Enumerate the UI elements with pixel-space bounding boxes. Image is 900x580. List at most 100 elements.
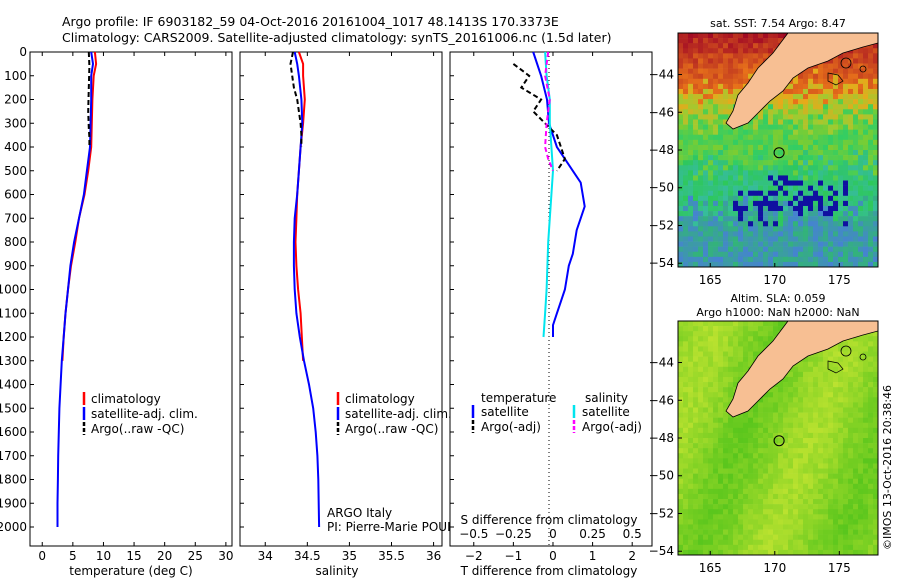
y-tick-label: 1000 bbox=[0, 283, 27, 297]
t-difference-xlabel: T difference from climatology bbox=[460, 564, 638, 578]
sst-map-plot bbox=[678, 33, 878, 267]
lat-tick-label: −48 bbox=[649, 431, 674, 445]
y-tick-label: 1400 bbox=[0, 378, 27, 392]
y-tick-label: 1900 bbox=[0, 496, 27, 510]
salinity-lines bbox=[240, 51, 321, 528]
s-tick-label: 0 bbox=[549, 527, 557, 541]
series-t-satellite bbox=[532, 51, 586, 337]
series-s-argo-adj- bbox=[544, 51, 554, 172]
t-difference-ticks: −2 −1 0 1 2 bbox=[465, 52, 636, 563]
x-tick-label: 25 bbox=[188, 549, 203, 563]
salinity-panel: 34 34.5 35 35.5 36 salinity climatology sate… bbox=[239, 51, 475, 578]
salinity-legend: climatology satellite-adj. clim. Argo(..… bbox=[336, 392, 452, 436]
s-tick-label: 0.5 bbox=[623, 527, 642, 541]
lat-tick-label: −48 bbox=[649, 143, 674, 157]
y-tick-label: 1500 bbox=[0, 401, 27, 415]
y-tick-label: 1200 bbox=[0, 330, 27, 344]
x-tick-label: 2 bbox=[628, 549, 636, 563]
sst-map-ticks: 165 170 175 −44 −46 −48 −50 −52 −54 bbox=[649, 68, 851, 287]
y-tick-label: 1300 bbox=[0, 354, 27, 368]
legend-satellite: satellite-adj. clim. bbox=[345, 407, 452, 421]
temperature-ticks: 0 5 10 15 20 25 30 bbox=[38, 52, 234, 563]
y-tick-label: 0 bbox=[19, 45, 27, 59]
land-mass bbox=[725, 33, 878, 130]
lon-tick-label: 175 bbox=[828, 561, 851, 575]
lon-tick-label: 170 bbox=[763, 561, 786, 575]
x-tick-label: 0 bbox=[549, 549, 557, 563]
x-tick-label: 0 bbox=[38, 549, 46, 563]
y-tick-label: 1100 bbox=[0, 306, 27, 320]
legend-climatology: climatology bbox=[91, 392, 161, 406]
x-tick-label: 36 bbox=[426, 549, 441, 563]
x-tick-label: 10 bbox=[96, 549, 111, 563]
lat-tick-label: −52 bbox=[649, 506, 674, 520]
legend-satellite: satellite-adj. clim. bbox=[91, 407, 198, 421]
x-tick-label: 15 bbox=[126, 549, 141, 563]
y-tick-label: 700 bbox=[4, 211, 27, 225]
argo-location-marker bbox=[773, 435, 785, 447]
legend-argo: Argo(..raw -QC) bbox=[345, 422, 438, 436]
lat-tick-label: −46 bbox=[649, 393, 674, 407]
series-satellite-adj-clim- bbox=[292, 51, 321, 528]
s-difference-ticks: −0.5 −0.25 0 0.25 0.5 bbox=[459, 527, 642, 541]
legend-temperature-title: temperature bbox=[481, 391, 556, 405]
x-tick-label: 35.5 bbox=[378, 549, 405, 563]
argo-location-marker bbox=[773, 147, 785, 159]
imos-watermark: ©IMOS 13-Oct-2016 20:38:46 bbox=[881, 385, 894, 550]
difference-lines bbox=[450, 51, 586, 528]
credit-org: ARGO Italy bbox=[327, 506, 392, 520]
difference-legend: temperature salinity satellite Argo(-adj… bbox=[471, 391, 642, 434]
temperature-xlabel: temperature (deg C) bbox=[69, 564, 192, 578]
lat-tick-label: −46 bbox=[649, 105, 674, 119]
title-line-2: Climatology: CARS2009. Satellite-adjuste… bbox=[62, 30, 612, 45]
sst-map-title: sat. SST: 7.54 Argo: 8.47 bbox=[710, 17, 846, 30]
lat-tick-label: −52 bbox=[649, 218, 674, 232]
series-argo-raw-qc- bbox=[289, 51, 303, 147]
y-tick-label: 1600 bbox=[0, 425, 27, 439]
temperature-lines bbox=[56, 51, 98, 527]
temperature-axes-box bbox=[29, 51, 233, 547]
x-tick-label: 34.5 bbox=[294, 549, 321, 563]
x-tick-label: 30 bbox=[218, 549, 233, 563]
legend-t-satellite: satellite bbox=[481, 405, 529, 419]
y-tick-label: 1700 bbox=[0, 449, 27, 463]
x-tick-label: 5 bbox=[69, 549, 77, 563]
series-argo-raw-qc- bbox=[87, 51, 91, 147]
lat-tick-label: −50 bbox=[649, 181, 674, 195]
lat-tick-label: −54 bbox=[649, 256, 674, 270]
x-tick-label: 34 bbox=[258, 549, 273, 563]
land-mass bbox=[725, 321, 878, 418]
sla-map-title-line-2: Argo h1000: NaN h2000: NaN bbox=[696, 306, 859, 319]
x-tick-label: −2 bbox=[465, 549, 483, 563]
y-tick-label: 800 bbox=[4, 235, 27, 249]
temperature-legend: climatology satellite-adj. clim. Argo(..… bbox=[82, 392, 198, 436]
x-tick-label: 20 bbox=[157, 549, 172, 563]
x-tick-label: 35 bbox=[342, 549, 357, 563]
depth-ticks: 0 100 200 300 400 500 600 700 800 900 1000 1100 1200… bbox=[0, 45, 34, 534]
x-tick-label: 1 bbox=[589, 549, 597, 563]
x-tick-label: −1 bbox=[505, 549, 523, 563]
y-tick-label: 100 bbox=[4, 69, 27, 83]
legend-climatology: climatology bbox=[345, 392, 415, 406]
sla-map-ticks: 165 170 175 −44 −46 −48 −50 −52 −54 bbox=[649, 356, 851, 575]
s-tick-label: 0.25 bbox=[579, 527, 606, 541]
title-line-1: Argo profile: IF 6903182_59 04-Oct-2016 … bbox=[62, 14, 559, 29]
y-tick-label: 300 bbox=[4, 116, 27, 130]
sst-map: sat. SST: 7.54 Argo: 8.47 165 170 175 −44 −4… bbox=[649, 17, 879, 287]
y-tick-label: 1800 bbox=[0, 473, 27, 487]
lon-tick-label: 175 bbox=[828, 273, 851, 287]
temperature-panel: 0100200300400500600700800900100011001200… bbox=[0, 45, 234, 578]
legend-t-argo: Argo(-adj) bbox=[481, 420, 541, 434]
lon-tick-label: 170 bbox=[763, 273, 786, 287]
y-tick-label: 200 bbox=[4, 93, 27, 107]
lon-tick-label: 165 bbox=[699, 273, 722, 287]
s-tick-label: −0.25 bbox=[495, 527, 532, 541]
lat-tick-label: −50 bbox=[649, 469, 674, 483]
legend-s-argo: Argo(-adj) bbox=[582, 420, 642, 434]
lat-tick-label: −44 bbox=[649, 68, 674, 82]
legend-salinity-title: salinity bbox=[585, 391, 628, 405]
salinity-ticks: 34 34.5 35 35.5 36 bbox=[258, 52, 441, 563]
sla-map: Altim. SLA: 0.059 Argo h1000: NaN h2000:… bbox=[649, 292, 879, 575]
credit-pi: PI: Pierre-Marie POULAIN bbox=[327, 520, 475, 534]
